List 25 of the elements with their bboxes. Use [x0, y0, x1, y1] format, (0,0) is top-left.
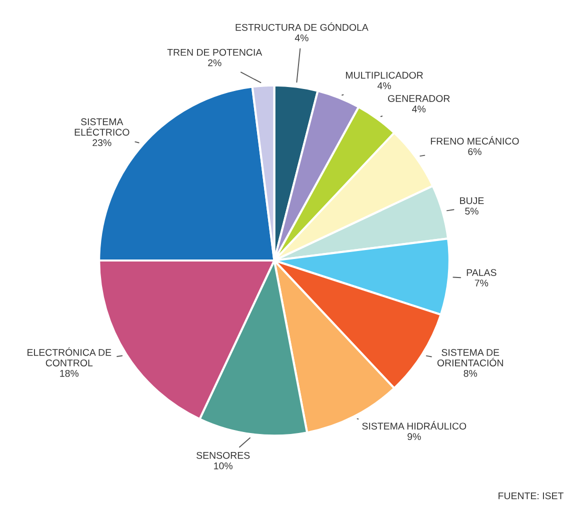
data-label: 4%	[377, 82, 391, 90]
slice-label: SENSORES	[196, 452, 250, 459]
slice-label: GENERADOR	[388, 95, 450, 102]
slice-label: SISTEMA HIDRÁULICO	[362, 421, 466, 430]
slice-label: ELECTRÓNICA DE CONTROL	[28, 347, 112, 366]
data-label: 4%	[412, 106, 426, 112]
slice-label: SISTEMA ELÉCTRICO	[74, 118, 130, 136]
slice-label: TREN DE POTENCIA	[167, 48, 262, 56]
data-label: 7%	[474, 280, 488, 286]
data-label: 9%	[408, 433, 421, 440]
source-note: FUENTE: ISET	[498, 492, 564, 500]
slice-label: FRENO MECÁNICO	[430, 136, 519, 145]
slice-label: SISTEMA DE ORIENTACIÓN	[437, 349, 503, 366]
data-label: 6%	[468, 148, 482, 156]
slice-label: BUJE	[460, 197, 484, 204]
slice-label: MULTIPLICADOR	[346, 72, 423, 79]
data-label: 18%	[60, 370, 79, 377]
data-label: 4%	[294, 34, 308, 42]
slice-label: ESTRUCTURA DE GÓNDOLA	[236, 22, 368, 31]
data-label: 23%	[92, 139, 112, 146]
slice-label: PALAS	[466, 269, 496, 276]
data-label: 5%	[465, 208, 478, 215]
data-label: 8%	[464, 370, 478, 377]
data-label: 2%	[208, 59, 222, 66]
data-label: 10%	[214, 462, 232, 470]
